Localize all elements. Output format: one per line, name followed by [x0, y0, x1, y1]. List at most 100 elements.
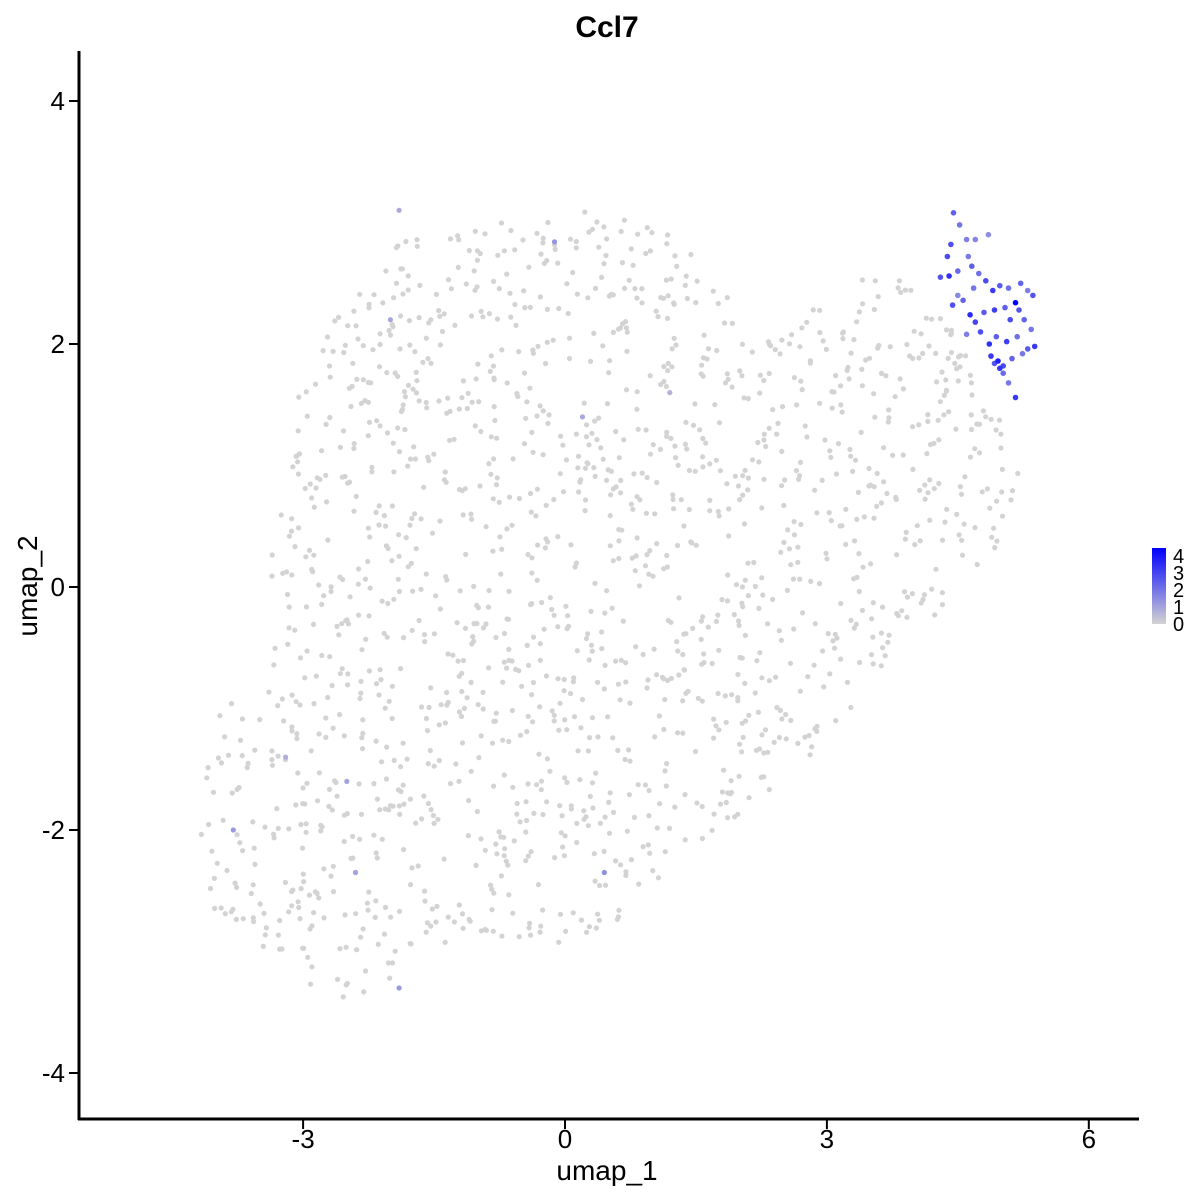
cell-point — [661, 726, 667, 733]
cell-point — [633, 644, 639, 650]
cell-point — [870, 661, 876, 667]
cell-point — [478, 836, 484, 842]
x-axis-label: umap_1 — [556, 1155, 657, 1186]
cell-point — [954, 366, 960, 372]
cell-point — [486, 587, 492, 594]
cell-point — [471, 268, 477, 274]
cell-point — [573, 245, 579, 251]
cell-point — [360, 926, 366, 932]
cell-point — [385, 600, 391, 607]
cell-point — [257, 717, 263, 723]
cell-point — [538, 251, 544, 257]
cell-point — [770, 407, 776, 413]
cell-point — [499, 933, 505, 939]
cell-point — [523, 799, 529, 805]
cell-point — [491, 456, 497, 462]
cell-point — [398, 764, 404, 770]
cell-point — [401, 389, 408, 395]
cell-point — [472, 228, 478, 234]
cell-point — [387, 317, 393, 323]
cell-point — [460, 512, 466, 518]
cell-point — [237, 840, 243, 846]
cell-point — [428, 923, 434, 929]
cell-point — [642, 563, 649, 569]
y-tick-label: -2 — [42, 815, 65, 845]
cell-point — [650, 573, 656, 579]
cell-point — [489, 886, 495, 892]
cell-point — [954, 511, 960, 517]
cell-point — [252, 861, 258, 868]
cell-point — [319, 652, 325, 659]
cell-point — [305, 954, 311, 960]
cell-point — [362, 398, 368, 404]
cell-point — [617, 697, 623, 703]
cell-point — [840, 336, 846, 342]
cell-point — [551, 718, 557, 724]
cell-point — [623, 325, 630, 331]
cell-point — [381, 630, 387, 637]
cell-point — [766, 678, 773, 684]
cell-point — [924, 451, 930, 457]
cell-point — [885, 419, 891, 425]
cell-point — [607, 790, 613, 796]
cell-point — [391, 295, 397, 301]
cell-point — [504, 271, 510, 277]
cell-point — [820, 338, 826, 344]
cell-point — [983, 414, 989, 420]
cell-point — [509, 522, 515, 528]
cell-point — [998, 431, 1004, 437]
cell-point — [557, 471, 563, 477]
cell-point — [389, 558, 395, 564]
cell-point — [416, 398, 422, 404]
cell-point — [624, 348, 630, 354]
cell-point — [400, 635, 407, 641]
cell-point — [772, 347, 778, 353]
cell-point — [835, 441, 842, 447]
cell-point — [856, 588, 862, 595]
cell-point — [296, 525, 302, 531]
expressing-cell-point — [963, 236, 970, 243]
cell-point — [674, 542, 681, 549]
cell-point — [972, 525, 978, 531]
cell-point — [669, 346, 675, 352]
cell-point — [570, 910, 576, 916]
cell-point — [335, 976, 341, 983]
cell-point — [594, 437, 600, 443]
cell-point — [586, 229, 592, 235]
cell-point — [405, 287, 411, 293]
chart-title: Ccl7 — [575, 11, 638, 44]
cell-point — [428, 360, 434, 366]
cell-point — [777, 707, 784, 714]
cell-point — [517, 819, 523, 825]
cell-point — [210, 789, 217, 795]
cell-point — [728, 778, 734, 784]
cell-point — [715, 300, 721, 307]
cell-point — [549, 708, 555, 714]
cell-point — [652, 734, 658, 740]
cell-point — [515, 393, 521, 400]
cell-point — [854, 516, 860, 523]
cell-point — [636, 881, 642, 887]
cell-point — [683, 419, 689, 425]
cell-point — [215, 755, 221, 761]
cell-point — [483, 621, 489, 627]
cell-point — [717, 468, 724, 474]
cell-point — [838, 600, 844, 607]
cell-point — [456, 902, 462, 908]
cell-point — [443, 479, 449, 485]
cell-point — [1008, 497, 1014, 503]
cell-point — [309, 964, 315, 970]
cell-point — [486, 311, 492, 317]
cell-point — [894, 610, 900, 617]
cell-point — [369, 464, 375, 470]
cell-point — [375, 941, 381, 947]
cell-point — [635, 782, 641, 788]
cell-point — [396, 449, 403, 455]
cell-point — [808, 578, 814, 585]
cell-point — [492, 718, 498, 724]
cell-point — [606, 370, 612, 376]
cell-point — [386, 327, 392, 333]
cell-point — [302, 485, 308, 492]
cell-point — [824, 556, 830, 562]
cell-point — [745, 560, 751, 566]
